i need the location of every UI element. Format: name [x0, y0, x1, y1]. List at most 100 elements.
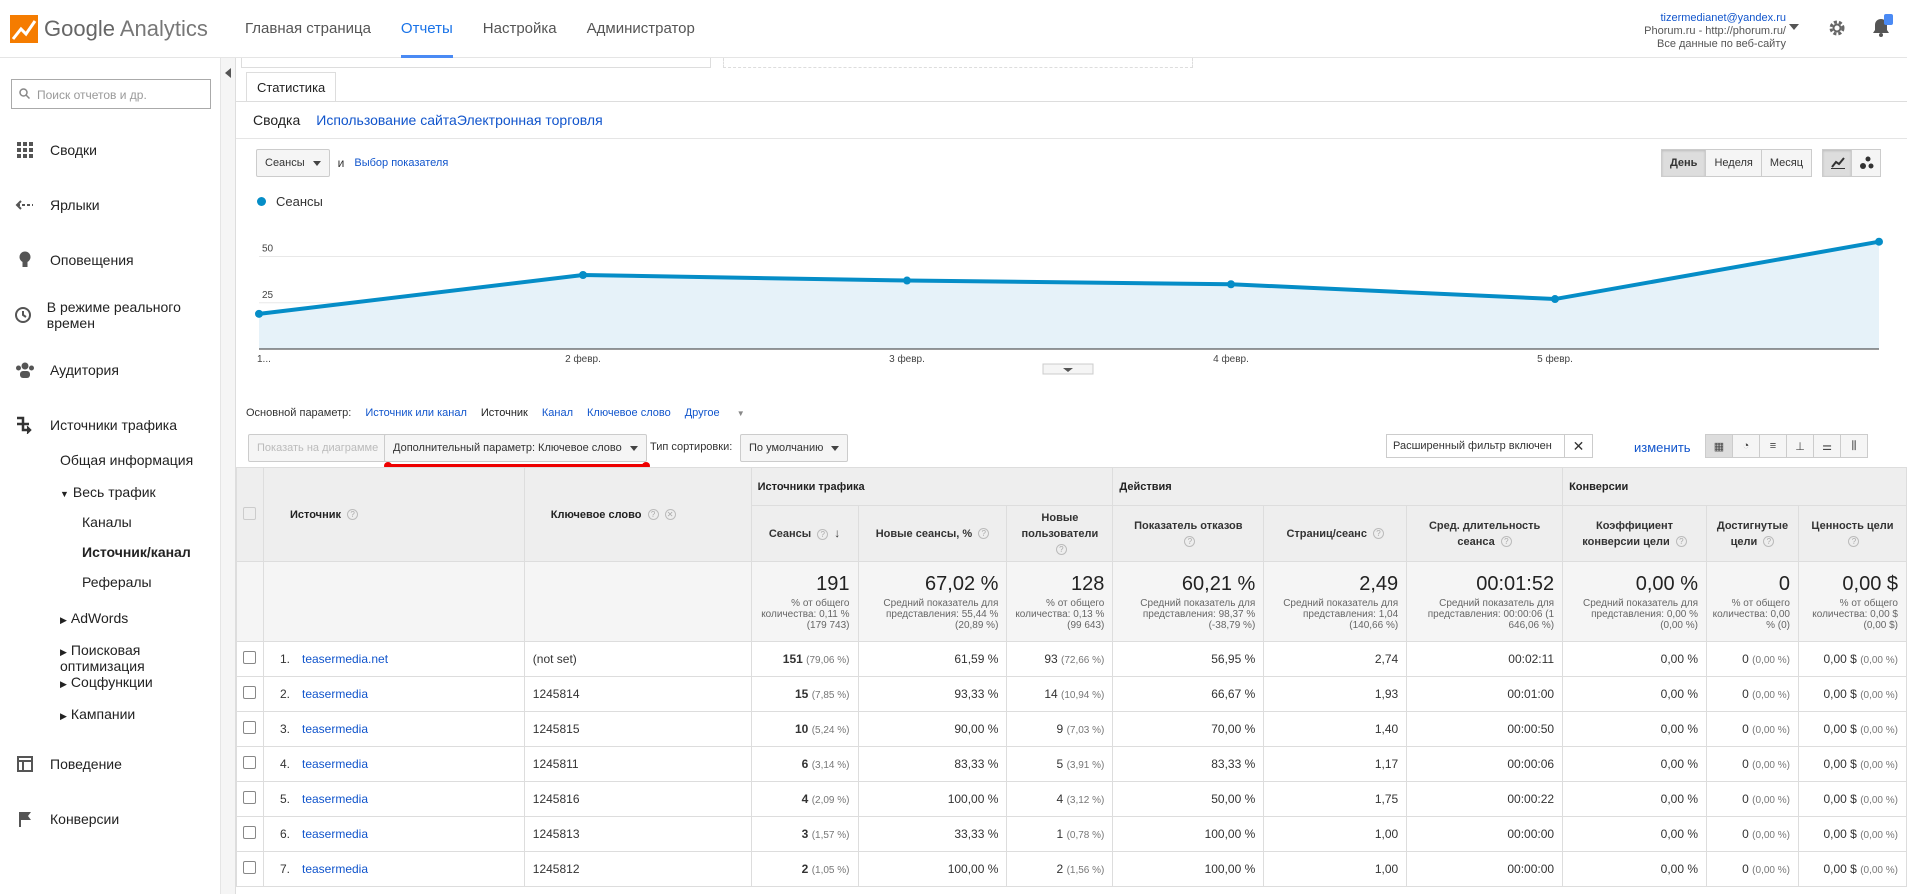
nav-home[interactable]: Главная страница — [245, 20, 371, 37]
table-row[interactable]: 3. teasermedia 1245815 10 (5,24 %) 90,00 % 9 … — [236, 711, 1907, 747]
account-selector[interactable]: tizermedianet@yandex.ru Phorum.ru - http… — [1644, 12, 1786, 51]
view-term-cloud-icon[interactable]: ⚌ — [1813, 434, 1841, 458]
plot-rows-button[interactable]: Показать на диаграмме — [248, 434, 388, 462]
source-link[interactable]: teasermedia — [301, 827, 369, 841]
col-header-sessions[interactable]: Сеансы ? ↓ — [750, 505, 859, 562]
row-checkbox[interactable] — [243, 861, 257, 874]
row-checkbox[interactable] — [243, 791, 257, 804]
nav-admin[interactable]: Администратор — [586, 20, 695, 37]
view-performance-icon[interactable]: ≡ — [1759, 434, 1787, 458]
help-icon[interactable]: ? — [1373, 528, 1385, 540]
row-checkbox[interactable] — [243, 721, 257, 734]
col-header-keyword[interactable]: Ключевое слово ? ✕ — [523, 467, 752, 562]
motion-chart-button[interactable] — [1851, 149, 1881, 177]
select-all-checkbox[interactable] — [243, 506, 257, 520]
source-link[interactable]: teasermedia — [301, 722, 369, 736]
period-day-button[interactable]: День — [1660, 149, 1707, 177]
sidebar-item-conversions[interactable]: Конверсии — [0, 807, 221, 831]
sidebar-sub-social[interactable]: ▶ Соцфункции — [60, 674, 153, 690]
sidebar-sub-seo[interactable]: ▶ Поисковая оптимизация — [60, 642, 220, 674]
view-pivot-icon[interactable]: ⫼ — [1840, 434, 1868, 458]
col-header-source[interactable]: Источник ? — [262, 467, 525, 562]
help-icon[interactable]: ? — [1675, 536, 1687, 548]
row-checkbox[interactable] — [243, 686, 257, 699]
primary-other[interactable]: Другое ▼ — [685, 407, 759, 419]
sidebar-sub-adwords[interactable]: ▶ AdWords — [60, 610, 128, 626]
help-icon[interactable]: ? — [1184, 536, 1196, 548]
sidebar-sub-channels[interactable]: Каналы — [82, 514, 132, 530]
report-search-input[interactable]: Поиск отчетов и др. — [11, 79, 211, 109]
sidebar-item-alerts[interactable]: Оповещения — [0, 248, 221, 272]
primary-keyword[interactable]: Ключевое слово — [587, 407, 671, 419]
col-header-avg-duration[interactable]: Сред. длительность сеанса ? — [1406, 505, 1564, 562]
clear-filter-icon[interactable]: ✕ — [1564, 435, 1592, 457]
source-link[interactable]: teasermedia — [301, 757, 369, 771]
table-row[interactable]: 4. teasermedia 1245811 6 (3,14 %) 83,33 % 5 (… — [236, 746, 1907, 782]
gear-icon[interactable] — [1827, 18, 1847, 38]
row-checkbox[interactable] — [243, 756, 257, 769]
sidebar-sub-source-medium[interactable]: Источник/канал — [82, 544, 191, 560]
col-header-goal-completions[interactable]: Достигнутые цели ? — [1706, 505, 1799, 562]
account-dropdown-icon[interactable] — [1789, 24, 1799, 30]
google-analytics-logo[interactable]: Google Analytics — [10, 15, 208, 43]
metric-select[interactable]: Сеансы — [256, 149, 330, 177]
sidebar-sub-campaigns[interactable]: ▶ Кампании — [60, 706, 135, 722]
row-checkbox[interactable] — [243, 651, 257, 664]
help-icon[interactable]: ? — [1763, 536, 1775, 548]
subtab-site-usage[interactable]: Использование сайта — [316, 112, 457, 128]
sort-desc-icon[interactable]: ↓ — [834, 526, 841, 540]
advanced-filter-box[interactable]: Расширенный фильтр включен ✕ — [1386, 434, 1593, 458]
sidebar-item-dashboards[interactable]: Сводки — [0, 138, 221, 162]
table-row[interactable]: 6. teasermedia 1245813 3 (1,57 %) 33,33 % 1 (… — [236, 816, 1907, 852]
sidebar-collapse-button[interactable] — [221, 58, 236, 894]
help-icon[interactable]: ? — [978, 528, 990, 540]
edit-filter-link[interactable]: изменить — [1634, 440, 1691, 455]
choose-metric-link[interactable]: Выбор показателя — [354, 157, 449, 169]
help-icon[interactable]: ? — [1055, 544, 1067, 556]
col-header-new-users[interactable]: Новые пользователи? — [1006, 505, 1114, 562]
help-icon[interactable]: ? — [1848, 536, 1860, 548]
secondary-dimension-select[interactable]: Дополнительный параметр: Ключевое слово — [384, 434, 647, 462]
help-icon[interactable]: ? — [1500, 536, 1512, 548]
sidebar-item-acquisition[interactable]: Источники трафика — [0, 413, 221, 437]
sidebar-sub-referrals[interactable]: Рефералы — [82, 574, 152, 590]
nav-reports[interactable]: Отчеты — [386, 0, 468, 58]
table-row[interactable]: 2. teasermedia 1245814 15 (7,85 %) 93,33 % 14… — [236, 676, 1907, 712]
tab-explorer[interactable]: Статистика — [246, 72, 337, 101]
table-row[interactable]: 5. teasermedia 1245816 4 (2,09 %) 100,00 % 4 … — [236, 781, 1907, 817]
source-link[interactable]: teasermedia — [301, 862, 369, 876]
row-checkbox[interactable] — [243, 826, 257, 839]
primary-source[interactable]: Источник — [480, 407, 528, 419]
line-chart-button[interactable] — [1822, 149, 1852, 177]
sidebar-sub-overview[interactable]: Общая информация — [60, 452, 194, 468]
sort-type-select[interactable]: По умолчанию — [740, 434, 849, 462]
col-header-goal-value[interactable]: Ценность цели? — [1797, 505, 1907, 562]
period-month-button[interactable]: Месяц — [1760, 149, 1812, 177]
help-icon[interactable]: ? — [817, 528, 829, 540]
sidebar-item-audience[interactable]: Аудитория — [0, 358, 221, 382]
source-link[interactable]: teasermedia.net — [301, 652, 389, 666]
col-header-conversion-rate[interactable]: Коэффициент конверсии цели ? — [1562, 505, 1707, 562]
sidebar-item-behavior[interactable]: Поведение — [0, 752, 221, 776]
primary-source-medium[interactable]: Источник или канал — [365, 407, 467, 419]
sessions-chart[interactable]: 25 50 1... 2 февр. 3 февр. 4 февр. 5 февр. — [236, 218, 1907, 408]
nav-customization[interactable]: Настройка — [482, 20, 557, 37]
table-row[interactable]: 1. teasermedia.net (not set) 151 (79,06 %) 6… — [236, 641, 1907, 677]
table-row[interactable]: 7. teasermedia 1245812 2 (1,05 %) 100,00 % 2 … — [236, 851, 1907, 887]
period-week-button[interactable]: Неделя — [1705, 149, 1762, 177]
subtab-ecommerce[interactable]: Электронная торговля — [456, 112, 603, 128]
help-icon[interactable]: ? — [647, 509, 659, 521]
source-link[interactable]: teasermedia — [301, 687, 369, 701]
notification-bell-icon[interactable] — [1869, 14, 1893, 38]
remove-dimension-icon[interactable]: ✕ — [664, 509, 676, 521]
col-header-new-sessions[interactable]: Новые сеансы, % ? — [857, 505, 1008, 562]
sidebar-sub-all-traffic[interactable]: ▼ Весь трафик — [60, 484, 156, 500]
primary-medium[interactable]: Канал — [541, 407, 573, 419]
view-comparison-icon[interactable]: ⊥ — [1786, 434, 1814, 458]
help-icon[interactable]: ? — [347, 509, 359, 521]
col-header-pages-per-session[interactable]: Страниц/сеанс ? — [1263, 505, 1408, 562]
col-header-bounce-rate[interactable]: Показатель отказов? — [1112, 505, 1265, 562]
view-data-table-icon[interactable]: ▦ — [1705, 434, 1733, 458]
source-link[interactable]: teasermedia — [301, 792, 369, 806]
subtab-summary[interactable]: Сводка — [253, 112, 301, 128]
